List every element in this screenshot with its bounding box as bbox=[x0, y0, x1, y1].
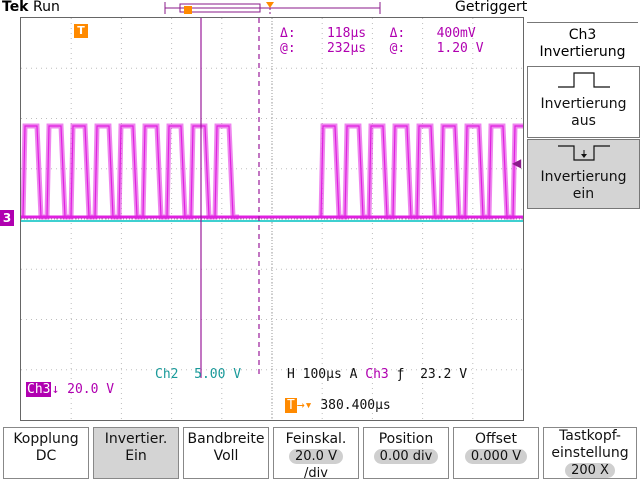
ch3-scale-readout: Ch3↓ 20.0 V bbox=[26, 382, 115, 397]
side-menu-title: Ch3 Invertierung bbox=[527, 22, 638, 61]
cursor-readout: Δ: 118µs Δ: 400mV @: 232µs @: 1.20 V bbox=[280, 26, 484, 56]
offset-button[interactable]: Offset 0.000 V bbox=[453, 427, 539, 479]
ch2-scale-readout: Ch2 5.00 V bbox=[155, 367, 242, 382]
coupling-button[interactable]: Kopplung DC bbox=[3, 427, 89, 479]
ch3-pulse-train bbox=[318, 123, 523, 220]
ch3-pulse-train-core bbox=[22, 125, 239, 218]
trigger-level-arrow: ◀ bbox=[512, 156, 522, 170]
position-button[interactable]: Position 0.00 div bbox=[363, 427, 449, 479]
invert-off-button[interactable]: Invertierung aus bbox=[527, 66, 640, 138]
invert-button[interactable]: Invertier. Ein bbox=[93, 427, 179, 479]
probe-setup-button[interactable]: Tastkopf- einstellung 200 X bbox=[543, 427, 637, 479]
graticule bbox=[21, 18, 523, 420]
waveform-display[interactable] bbox=[20, 17, 524, 421]
trigger-position-marker: T bbox=[74, 24, 88, 38]
ch3-ground-marker: 3 bbox=[0, 210, 14, 226]
fine-scale-button[interactable]: Feinskal. 20.0 V /div bbox=[273, 427, 359, 481]
normal-pulse-icon bbox=[557, 72, 610, 88]
ch3-pulse-train-core bbox=[320, 125, 523, 218]
run-state: Run bbox=[33, 0, 60, 15]
record-position-bar bbox=[164, 2, 381, 14]
bandwidth-button[interactable]: Bandbreite Voll bbox=[183, 427, 269, 479]
trigger-t-icon: T bbox=[285, 398, 297, 413]
timebase-readout: H 100µs A Ch3 ƒ 23.2 V bbox=[287, 367, 468, 382]
trigger-position-readout: T →▾ 380.400µs bbox=[285, 398, 391, 413]
inverted-pulse-icon bbox=[557, 145, 610, 161]
invert-on-button[interactable]: Invertierung ein bbox=[527, 139, 640, 209]
trigger-status: Getriggert bbox=[455, 0, 528, 15]
brand-logo: Tek bbox=[2, 0, 29, 15]
